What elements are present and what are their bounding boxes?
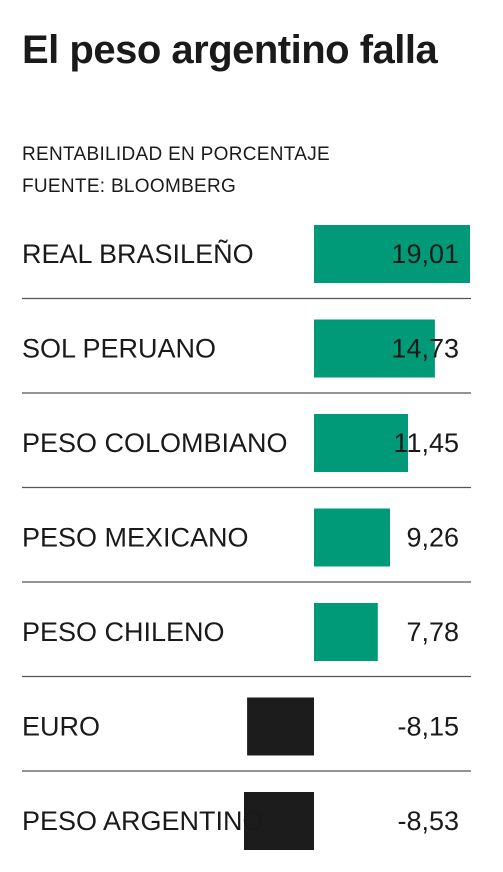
bar	[314, 225, 470, 283]
chart-source: FUENTE: BLOOMBERG	[22, 176, 237, 197]
category-label: PESO COLOMBIANO	[22, 428, 288, 458]
chart-subtitle: RENTABILIDAD EN PORCENTAJE	[22, 144, 330, 165]
category-label: REAL BRASILEÑO	[22, 238, 254, 269]
value-label: -8,53	[397, 806, 459, 836]
chart-title: El peso argentino falla	[22, 28, 438, 72]
bar	[314, 414, 408, 472]
category-label: EURO	[22, 712, 100, 742]
bar	[247, 697, 314, 756]
bar	[314, 319, 435, 378]
bar	[314, 508, 390, 567]
value-label: -8,15	[397, 712, 459, 742]
category-label: PESO MEXICANO	[22, 523, 249, 553]
category-label: SOL PERUANO	[22, 334, 216, 364]
value-label: 11,45	[393, 428, 459, 458]
value-label: 14,73	[391, 334, 459, 364]
value-label: 9,26	[406, 523, 459, 553]
value-label: 19,01	[391, 239, 459, 269]
category-label: PESO ARGENTINO	[22, 806, 264, 836]
category-label: PESO CHILENO	[22, 617, 225, 647]
value-label: 7,78	[406, 617, 459, 647]
bar	[244, 792, 314, 850]
bar	[314, 603, 378, 661]
